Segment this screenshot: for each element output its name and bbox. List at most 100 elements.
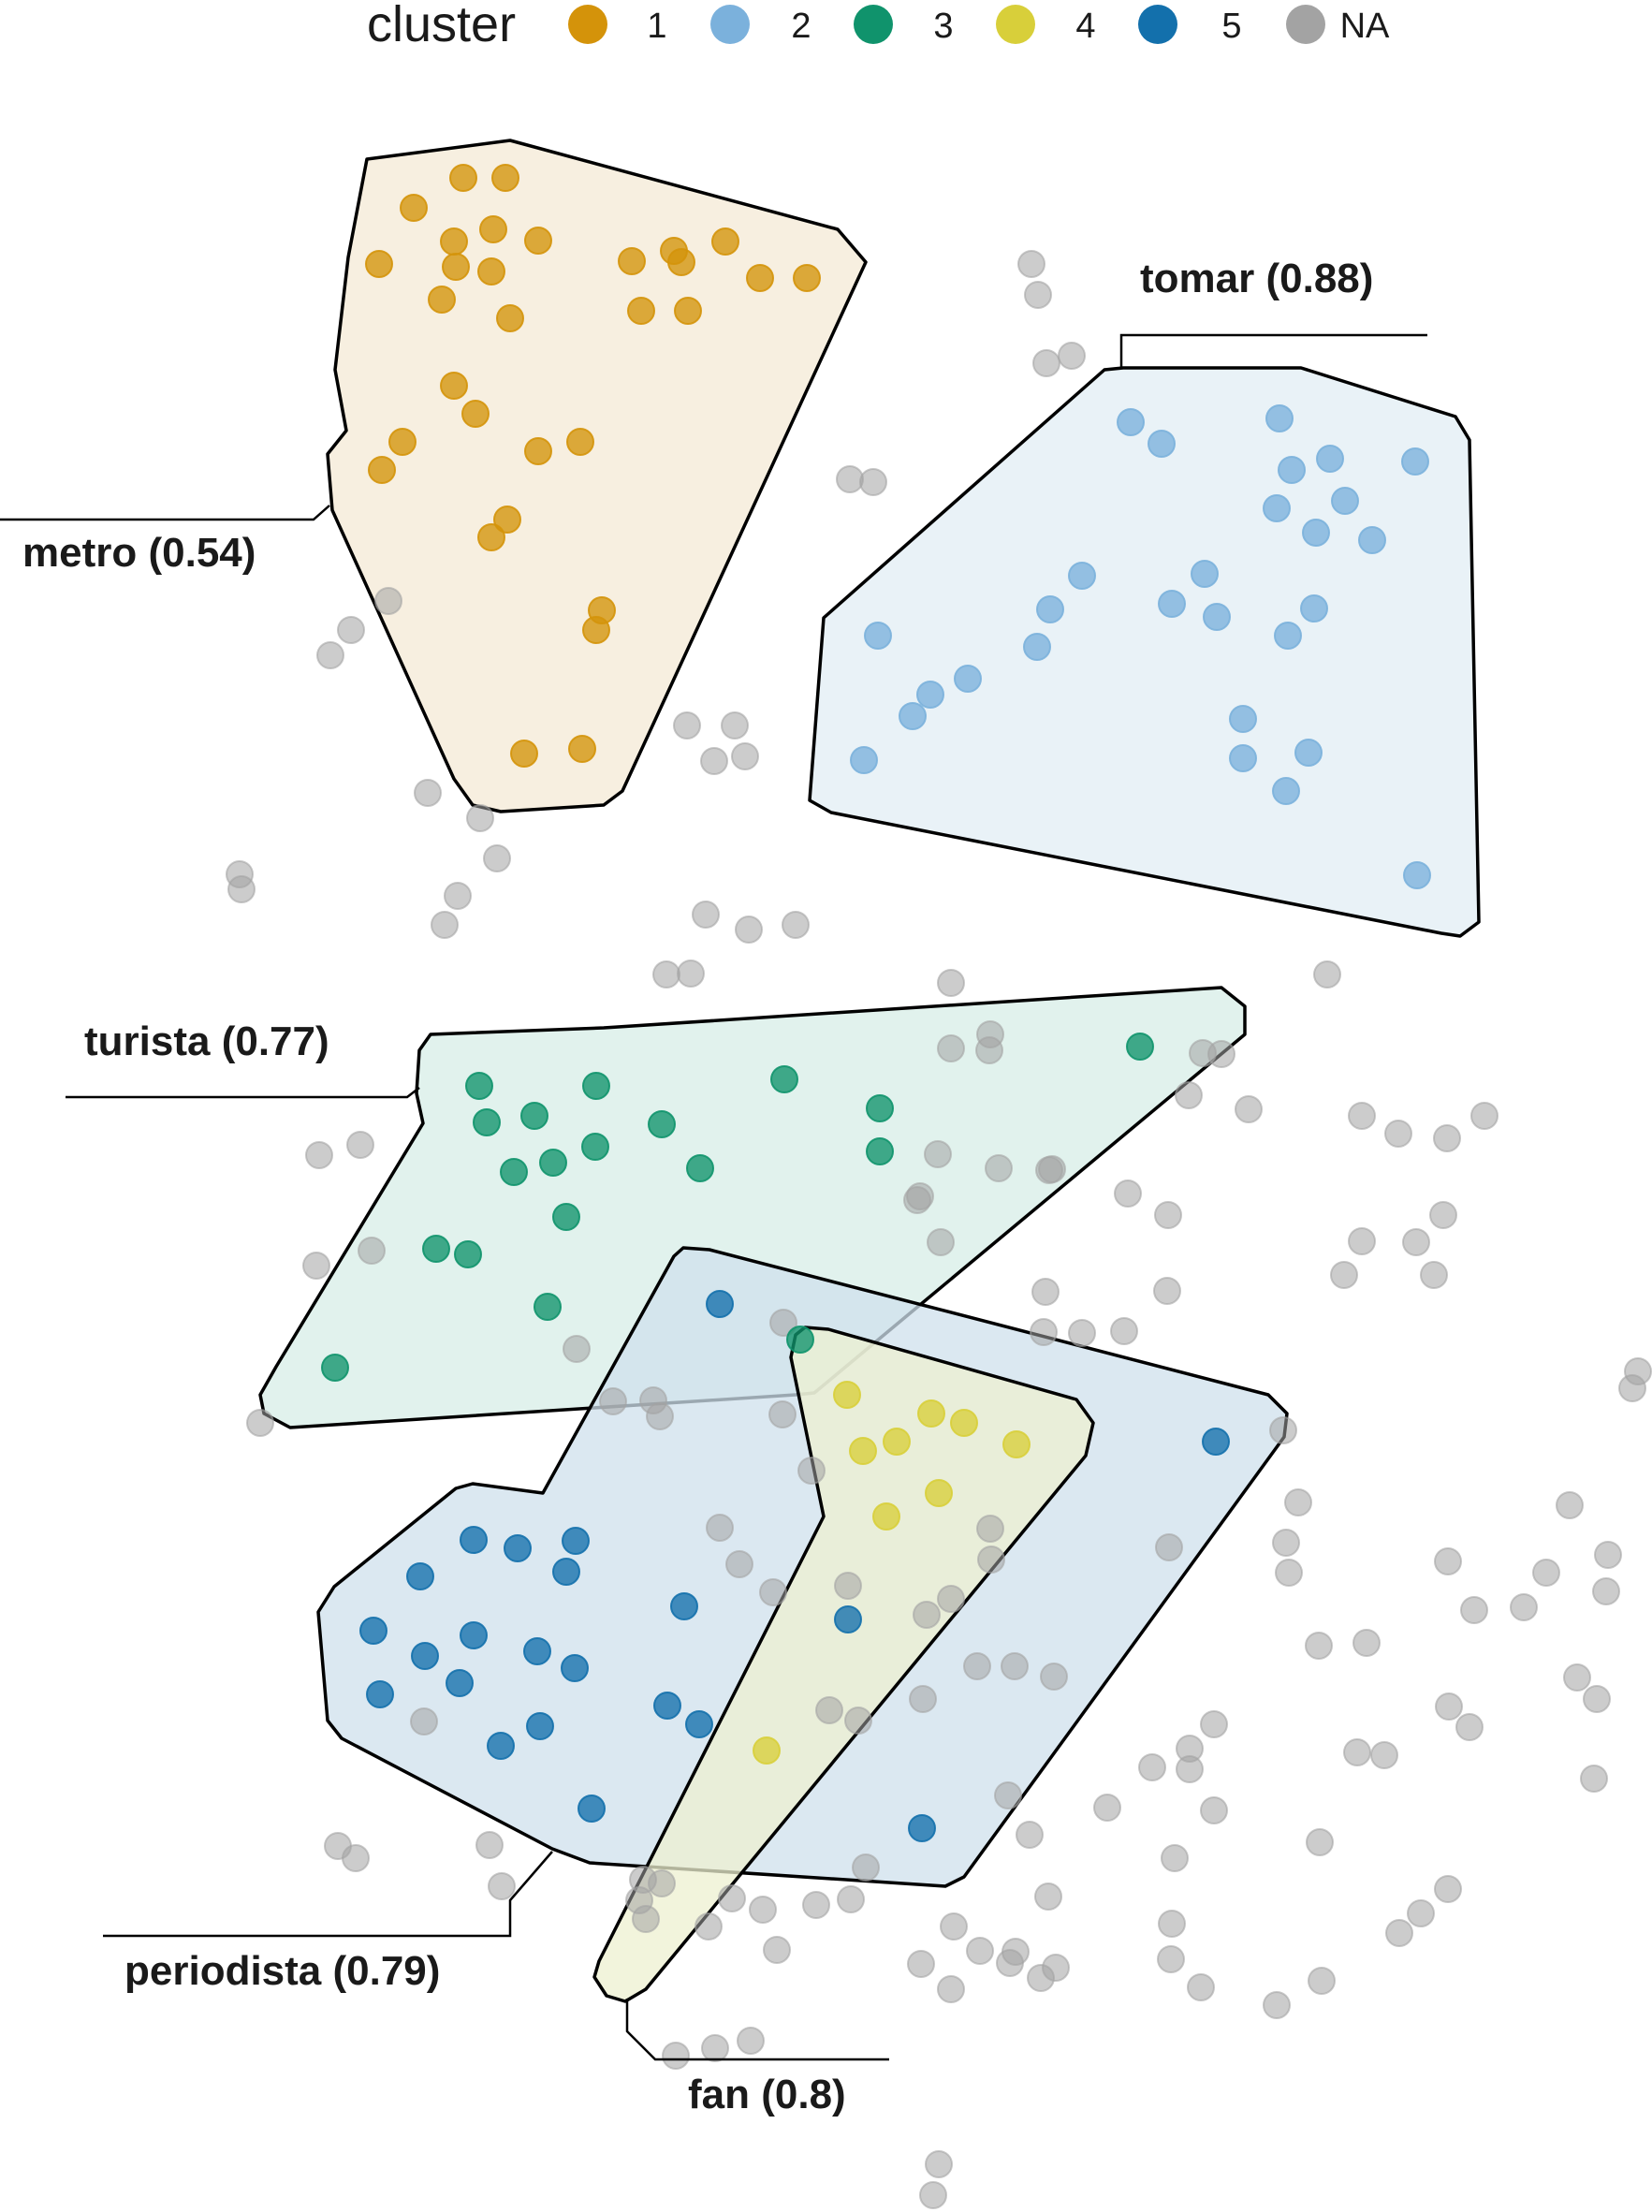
point-cluster-1-29	[510, 740, 538, 768]
point-cluster-na-149	[802, 1891, 830, 1919]
point-cluster-3-10	[539, 1149, 567, 1177]
hull-cluster-3	[258, 986, 1247, 1429]
point-cluster-1-0	[400, 194, 428, 222]
point-cluster-na-29	[975, 1036, 1003, 1064]
point-cluster-na-26	[937, 969, 965, 997]
point-cluster-na-150	[852, 1853, 880, 1882]
point-cluster-1-28	[582, 616, 610, 644]
point-cluster-na-137	[324, 1832, 352, 1860]
point-cluster-1-9	[496, 304, 524, 332]
point-cluster-1-12	[618, 247, 646, 275]
point-cluster-na-46	[1154, 1201, 1182, 1229]
point-cluster-na-9	[673, 711, 701, 740]
point-cluster-4-2	[883, 1428, 911, 1456]
point-cluster-5-11	[460, 1621, 488, 1649]
point-cluster-na-115	[1161, 1844, 1189, 1872]
point-cluster-5-20	[577, 1795, 606, 1823]
leader-line-cluster-5	[103, 1851, 553, 1938]
point-cluster-5-14	[366, 1680, 394, 1708]
point-cluster-3-12	[422, 1235, 450, 1263]
point-cluster-na-50	[927, 1228, 955, 1256]
point-cluster-na-1	[1024, 281, 1052, 309]
legend: cluster 1 2 3 4 5 NA	[367, 0, 1390, 52]
point-cluster-4-7	[872, 1502, 900, 1531]
point-cluster-na-3	[1032, 349, 1060, 377]
leader-layer	[0, 333, 1427, 2061]
point-cluster-na-78	[1594, 1541, 1622, 1569]
point-cluster-3-16	[1126, 1033, 1154, 1061]
point-cluster-na-148	[1187, 1973, 1215, 2001]
point-cluster-1-7	[477, 257, 505, 286]
point-cluster-na-114	[1306, 1828, 1334, 1856]
point-cluster-na-106	[410, 1707, 438, 1736]
point-cluster-na-67	[246, 1409, 274, 1437]
point-cluster-na-116	[1016, 1821, 1044, 1849]
point-cluster-5-10	[411, 1642, 439, 1670]
point-cluster-na-56	[1030, 1318, 1058, 1346]
point-cluster-na-44	[1038, 1155, 1066, 1183]
hull-layer	[258, 139, 1481, 2003]
point-cluster-na-25	[1313, 960, 1341, 989]
point-cluster-3-7	[581, 1133, 609, 1161]
point-cluster-3-14	[534, 1293, 562, 1321]
legend-label-5: 5	[1221, 7, 1241, 46]
hull-label-cluster-4: fan (0.8)	[688, 2072, 846, 2117]
point-cluster-1-17	[627, 297, 655, 325]
hull-label-cluster-2: tomar (0.88)	[1140, 256, 1373, 301]
point-cluster-3-5	[866, 1094, 894, 1122]
point-cluster-na-69	[768, 1400, 797, 1428]
leader-line-cluster-4	[625, 1999, 889, 2061]
point-cluster-na-143	[662, 2042, 690, 2070]
point-cluster-2-4	[1316, 445, 1344, 473]
point-cluster-na-11	[700, 747, 728, 775]
point-cluster-2-20	[899, 702, 927, 730]
legend-key-5	[1138, 5, 1177, 44]
legend-key-3	[854, 5, 893, 44]
point-cluster-na-101	[909, 1685, 937, 1713]
point-cluster-1-2	[491, 164, 519, 192]
point-cluster-2-3	[1278, 456, 1306, 484]
point-cluster-na-153	[763, 1936, 791, 1964]
point-cluster-na-70	[797, 1457, 826, 1485]
point-cluster-1-16	[793, 264, 821, 292]
point-cluster-na-65	[599, 1387, 627, 1415]
legend-key-2	[710, 5, 750, 44]
point-cluster-2-19	[916, 681, 944, 709]
point-cluster-1-4	[479, 215, 507, 243]
point-cluster-na-12	[731, 742, 759, 770]
point-cluster-na-76	[1155, 1533, 1183, 1561]
point-cluster-na-99	[815, 1696, 843, 1724]
point-cluster-1-21	[388, 428, 417, 456]
point-cluster-4-0	[833, 1381, 861, 1409]
point-cluster-2-27	[1403, 861, 1431, 889]
point-cluster-na-15	[483, 844, 511, 872]
point-cluster-2-21	[864, 622, 892, 650]
point-cluster-na-0	[1017, 250, 1045, 278]
point-cluster-5-9	[359, 1617, 387, 1645]
point-cluster-2-16	[1300, 594, 1328, 623]
point-cluster-5-15	[446, 1669, 474, 1697]
point-cluster-2-22	[850, 746, 878, 774]
point-cluster-na-82	[1434, 1547, 1462, 1575]
point-cluster-4-3	[917, 1399, 945, 1428]
point-cluster-2-18	[954, 665, 982, 693]
point-cluster-5-18	[685, 1710, 713, 1738]
point-cluster-na-72	[1284, 1488, 1312, 1516]
point-cluster-1-25	[493, 505, 521, 534]
legend-label-3: 3	[933, 7, 953, 46]
point-cluster-na-21	[735, 916, 763, 944]
point-cluster-5-4	[562, 1527, 590, 1555]
point-cluster-2-25	[1294, 739, 1323, 767]
point-cluster-1-14	[711, 227, 739, 256]
point-cluster-4-1	[849, 1437, 877, 1465]
point-cluster-na-61	[358, 1237, 386, 1265]
point-cluster-na-17	[227, 875, 256, 903]
point-cluster-na-96	[1563, 1663, 1591, 1692]
point-layer	[226, 164, 1652, 2209]
point-cluster-3-4	[520, 1102, 548, 1130]
point-cluster-5-13	[561, 1654, 589, 1682]
point-cluster-na-53	[1420, 1261, 1448, 1289]
point-cluster-na-4	[836, 465, 864, 493]
legend-items: 1 2 3 4 5 NA	[568, 5, 1390, 46]
